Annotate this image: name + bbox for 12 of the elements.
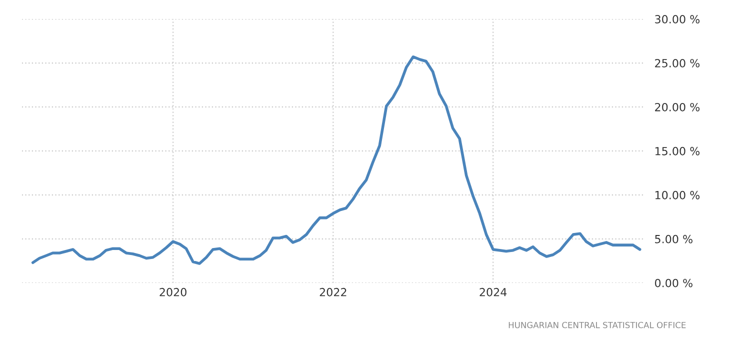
text: HUNGARIAN CENTRAL STATISTICAL OFFICE <box>508 322 686 328</box>
y-tick-label: 0.00 % <box>654 278 692 288</box>
y-tick-label: 15.00 % <box>655 146 700 156</box>
y-tick-label: 30.00 % <box>655 15 700 24</box>
y-tick-label: 10.00 % <box>655 190 700 200</box>
y-tick-label: 25.00 % <box>655 58 700 68</box>
x-tick-label: 2024 <box>480 288 507 296</box>
y-tick-label: 5.00 % <box>655 234 692 244</box>
y-tick-label: 20.00 % <box>655 102 700 112</box>
x-tick-label: 2020 <box>160 288 186 296</box>
line-series <box>31 55 642 265</box>
x-tick-label: 2022 <box>320 288 346 296</box>
